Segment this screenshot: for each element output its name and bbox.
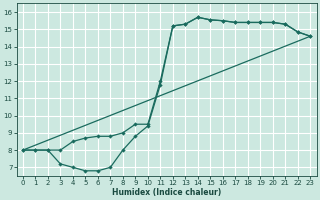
X-axis label: Humidex (Indice chaleur): Humidex (Indice chaleur) — [112, 188, 221, 197]
